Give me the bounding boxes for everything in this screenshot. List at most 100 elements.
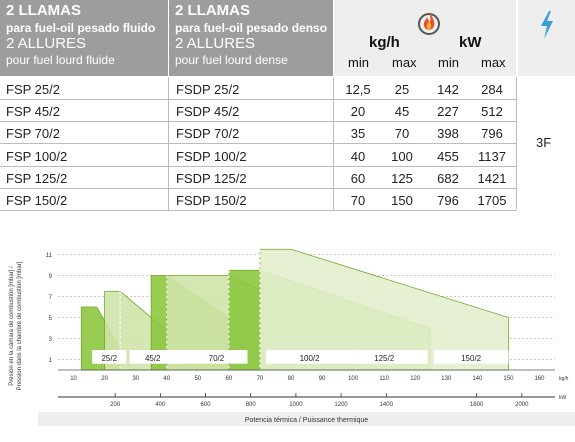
kw-min: 398 [437,126,459,141]
y-tick-label: 3 [49,337,53,343]
x-tick-label: 40 [163,376,170,382]
header-col1: 2 LLAMAS para fuel-oil pesado fluido 2 A… [0,0,168,76]
electric-header [518,0,575,76]
lightning-icon [541,11,553,39]
kg-max: 100 [391,149,413,164]
model-dense: FSDP 45/2 [176,104,240,119]
y-tick-label: 9 [49,274,53,280]
x-tick-label: 30 [132,376,139,382]
kg-min: 12,5 [345,82,371,97]
x2-tick-label: 200 [110,402,121,408]
table-row: FSP 150/2 FSDP 150/2 70 150 796 1705 [0,189,516,211]
x2-tick-label: 1800 [470,402,484,408]
kg-min-label: min [348,55,369,70]
kw-max: 796 [481,126,503,141]
col1-title2: 2 ALLURES [6,35,87,52]
kw-min: 682 [437,171,459,186]
y-tick-label: 5 [49,316,53,322]
x-tick-label: 100 [348,376,359,382]
kw-max-label: max [481,55,506,70]
x-tick-label: 160 [534,376,545,382]
kw-max: 1137 [478,149,506,164]
x-tick-label: 50 [194,376,201,382]
label-box [169,350,248,364]
col-sep-1 [168,77,169,210]
x2-unit-label: kW [559,395,567,401]
kg-max: 45 [394,104,410,119]
x2-tick-label: 2000 [515,402,529,408]
x2-tick-label: 1200 [334,402,348,408]
header-col2: 2 LLAMAS para fuel-oil pesado denso 2 AL… [169,0,333,76]
area-label: 70/2 [209,354,225,363]
col1-sub1: para fuel-oil pesado fluido [6,21,156,35]
kg-min: 60 [350,171,366,186]
x-tick-label: 20 [101,376,108,382]
pressure-power-chart: 1 3 5 7 9 11 25/2 45/2 70/2 100/2 125/2 150/2 10 20 30… [9,248,575,426]
kg-max: 125 [391,171,413,186]
area-label: 100/2 [300,354,321,363]
x2-tick-label: 1400 [380,402,394,408]
kg-min: 40 [350,149,366,164]
flame-icon [418,12,440,35]
col2-sub2: pour fuel lourd dense [175,53,288,67]
table-row: FSP 125/2 FSDP 125/2 60 125 682 1421 [0,167,516,189]
model-dense: FSDP 70/2 [176,126,240,141]
x-tick-label: 80 [288,376,295,382]
model-fluid: FSP 70/2 [6,126,60,141]
unit-kw: kW [459,34,482,51]
y-tick-label: 11 [46,253,53,259]
label-box [266,350,357,364]
col2-title: 2 LLAMAS [175,2,250,19]
model-fluid: FSP 45/2 [6,104,60,119]
label-box [92,350,127,364]
x-tick-label: 150 [503,376,514,382]
kw-max: 284 [481,82,503,97]
kg-min: 70 [350,193,366,208]
kg-max-label: max [392,55,417,70]
x-unit-label: kg/h [559,376,569,382]
col2-sub1: para fuel-oil pesado denso [175,21,328,35]
table-row: FSP 25/2 FSDP 25/2 12,5 25 142 284 [0,78,516,100]
x2-tick-label: 1000 [289,402,303,408]
kw-max: 1421 [477,171,507,186]
kg-max: 70 [394,126,410,141]
model-fluid: FSP 25/2 [6,82,60,97]
table-row: FSP 70/2 FSDP 70/2 35 70 398 796 [0,122,516,144]
kw-min: 142 [437,82,459,97]
col1-title: 2 LLAMAS [6,2,81,19]
kw-max: 1705 [477,193,507,208]
y-tick-label: 1 [49,358,53,364]
label-box [356,350,428,364]
y-tick-label: 7 [49,295,53,301]
label-box [129,350,180,364]
kw-min-label: min [438,55,459,70]
x2-tick-label: 400 [155,402,166,408]
col-sep-3 [516,77,517,210]
kg-max: 25 [394,82,410,97]
kg-max: 150 [391,193,413,208]
unit-header: kg/h kW min max min max [334,0,516,76]
model-dense: FSDP 125/2 [176,171,247,186]
area-label: 25/2 [101,354,117,363]
unit-kgh: kg/h [369,34,400,51]
electric-value: 3F [536,135,552,150]
model-fluid: FSP 100/2 [6,149,68,164]
x-tick-label: 120 [410,376,421,382]
x-tick-label: 140 [472,376,483,382]
table-row: FSP 45/2 FSDP 45/2 20 45 227 512 [0,100,516,122]
x-tick-label: 60 [226,376,233,382]
x-tick-label: 90 [319,376,326,382]
xlabel-band [38,412,575,426]
col2-title2: 2 ALLURES [175,35,256,52]
model-dense: FSDP 100/2 [176,149,247,164]
kw-max: 512 [481,104,503,119]
area-label: 45/2 [145,354,161,363]
kg-min: 35 [350,126,366,141]
x-tick-label: 10 [70,376,77,382]
col-sep-2 [333,77,334,210]
y-axis-label-2: Pression dans la chambre de combustion [… [17,261,23,390]
kg-min: 20 [350,104,366,119]
model-dense: FSDP 150/2 [176,193,247,208]
x2-tick-label: 600 [201,402,212,408]
model-fluid: FSP 150/2 [6,193,68,208]
